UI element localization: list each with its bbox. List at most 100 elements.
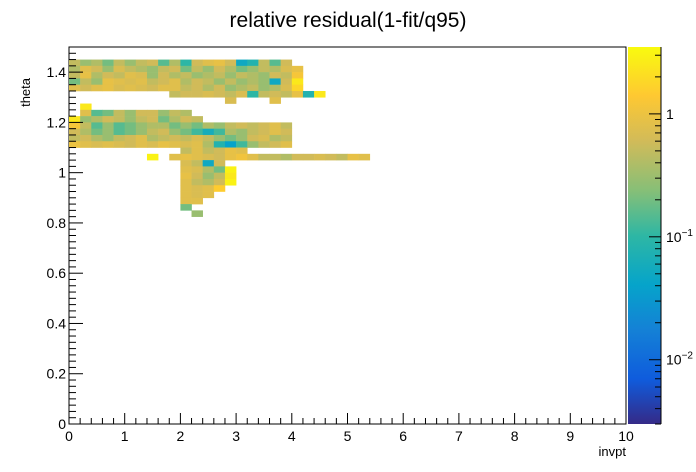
heatmap-bin [169, 90, 181, 98]
heatmap-bin [202, 128, 215, 136]
heatmap-bin [213, 153, 226, 161]
heatmap-bin [102, 78, 114, 85]
heatmap-bin [191, 122, 203, 129]
heatmap-bin [124, 109, 137, 117]
heatmap-bin [213, 90, 226, 98]
colorbar: 10−2 10−1 1 [628, 47, 693, 425]
heatmap-bin [180, 147, 192, 155]
heatmap-bin [314, 90, 326, 98]
heatmap-bin [224, 65, 237, 73]
heatmap-bin [291, 78, 304, 85]
heatmap-bin [224, 147, 237, 155]
heatmap-bin [124, 134, 137, 142]
plot-area: 0 1 2 3 4 5 6 7 8 9 10 0 0.2 0.4 0.6 0.8 1 1.2 1.4 [47, 46, 634, 444]
x-tick-label: 8 [511, 428, 519, 444]
heatmap-bin [258, 59, 270, 67]
heatmap-bin [191, 197, 203, 205]
heatmap-bin [146, 78, 159, 85]
heatmap-bin [146, 65, 159, 73]
heatmap-bin [180, 141, 192, 148]
heatmap-bin [124, 116, 137, 123]
heatmap-bin [191, 153, 203, 161]
heatmap-bin [180, 153, 192, 161]
heatmap-bin [102, 65, 114, 73]
heatmap-bin [258, 65, 270, 73]
heatmap-bin [180, 178, 192, 186]
heatmap-bin [236, 141, 248, 148]
heatmap-bin [191, 72, 203, 79]
y-axis-label: theta [18, 77, 33, 107]
heatmap-bin [280, 78, 293, 85]
heatmap-bin [102, 116, 114, 123]
heatmap-bin [213, 166, 226, 173]
y-tick-label: 0.2 [47, 366, 67, 382]
heatmap-bin [135, 134, 148, 142]
heatmap-bin [191, 160, 203, 167]
x-axis-label: invpt [599, 444, 627, 459]
heatmap-bin [191, 128, 203, 136]
heatmap-bin [247, 59, 259, 67]
heatmap-bin [302, 90, 315, 98]
heatmap-bin [91, 72, 103, 79]
heatmap-bin [69, 122, 81, 129]
heatmap-bin [169, 84, 181, 92]
heatmap-bin [224, 153, 237, 161]
heatmap-bin [69, 116, 81, 123]
heatmap-bin [258, 128, 270, 136]
heatmap-bin [158, 116, 170, 123]
heatmap-bin [280, 134, 293, 142]
heatmap-bin [180, 185, 192, 192]
x-tick-label: 3 [232, 428, 240, 444]
y-tick-label: 0.8 [47, 215, 67, 231]
heatmap-bin [236, 134, 248, 142]
heatmap-bin [258, 153, 270, 161]
heatmap-bin [202, 178, 215, 186]
x-tick-label: 5 [344, 428, 352, 444]
heatmap-bin [236, 153, 248, 161]
heatmap-bin [113, 72, 125, 79]
x-tick-label: 1 [121, 428, 129, 444]
heatmap-bin [202, 59, 215, 67]
heatmap-bin [258, 78, 270, 85]
heatmap-bin [347, 153, 359, 161]
heatmap-bin [191, 116, 203, 123]
heatmap-bin [169, 128, 181, 136]
heatmap-bin [213, 134, 226, 142]
heatmap-bin [224, 84, 237, 92]
heatmap-bin [247, 128, 259, 136]
heatmap-bin [169, 109, 181, 117]
heatmap-bin [202, 90, 215, 98]
heatmap-bin [169, 72, 181, 79]
y-tick-label: 1.4 [47, 64, 67, 80]
heatmap-bin [91, 59, 103, 67]
heatmap-bin [202, 122, 215, 129]
heatmap-bin [247, 90, 259, 98]
heatmap-bin [169, 153, 181, 161]
heatmap-bin [247, 141, 259, 148]
heatmap-bin [191, 185, 203, 192]
heatmap-bin [158, 109, 170, 117]
heatmap-bin [291, 72, 304, 79]
heatmap-bin [158, 128, 170, 136]
heatmap-bin [280, 141, 293, 148]
heatmap-bin [102, 122, 114, 129]
heatmap-bin [80, 65, 92, 73]
heatmap-bin [135, 141, 148, 148]
heatmap-bin [280, 84, 293, 92]
heatmap-bin [236, 90, 248, 98]
heatmap-bin [91, 141, 103, 148]
heatmap-bin [124, 128, 137, 136]
heatmap-bin [191, 210, 203, 217]
heatmap-bin [247, 65, 259, 73]
heatmap-bin [269, 97, 281, 104]
heatmap-bin [124, 122, 137, 129]
heatmap-bin [236, 128, 248, 136]
x-tick-label: 7 [455, 428, 463, 444]
heatmap-bin [236, 59, 248, 67]
heatmap-bin [269, 65, 281, 73]
heatmap-bin [191, 178, 203, 186]
heatmap-bin [325, 153, 337, 161]
colorbar-gradient [628, 47, 661, 424]
heatmap-bin [91, 78, 103, 85]
heatmap-bin [113, 65, 125, 73]
